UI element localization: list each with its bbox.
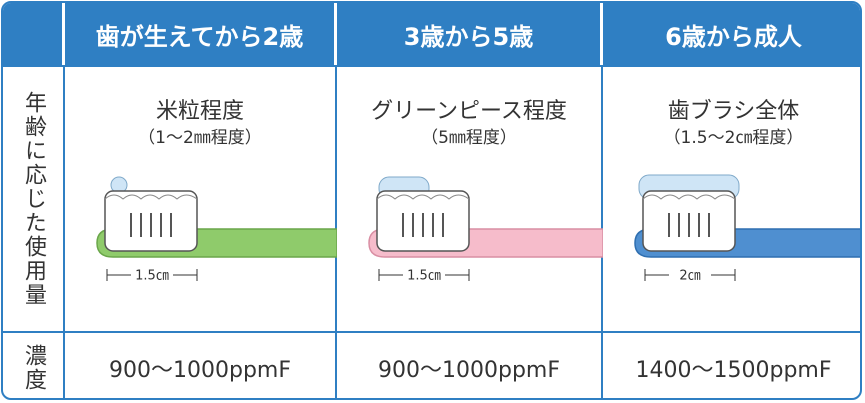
header-cell: 3歳から5歳 bbox=[337, 3, 603, 65]
toothbrush-illustration: 2㎝ bbox=[634, 174, 860, 284]
amount-cell: 歯ブラシ全体 （1.5～2㎝程度） 2㎝ bbox=[603, 65, 860, 331]
header-cell: 歯が生えてから2歳 bbox=[65, 3, 337, 65]
amount: 米粒程度 bbox=[155, 99, 244, 124]
toothbrush-illustration: 1.5㎝ bbox=[368, 176, 603, 284]
amount-cell: グリーンピース程度 （5㎜程度） 1.5㎝ bbox=[337, 65, 603, 331]
measure-label: 1.5㎝ bbox=[407, 269, 441, 284]
measure-label-bg bbox=[131, 267, 173, 283]
amount: 歯ブラシ全体 bbox=[667, 99, 800, 124]
toothbrush-illustration: 1.5㎝ bbox=[96, 176, 337, 284]
amount-cell: 米粒程度 （1～2㎜程度） 1.5㎝ bbox=[65, 65, 337, 331]
amount-detail: （5㎜程度） bbox=[421, 128, 517, 148]
bristle-tips bbox=[376, 194, 470, 200]
bristle-tips bbox=[642, 194, 736, 200]
measure-label-bg bbox=[669, 267, 711, 283]
concentration: 900～1000ppmF bbox=[337, 331, 603, 398]
row-label: 濃度 bbox=[3, 331, 65, 398]
row-label-text: 濃度 bbox=[21, 343, 46, 392]
measure-label: 1.5㎝ bbox=[135, 269, 169, 284]
bristle-tips bbox=[104, 194, 198, 200]
measure-label: 2㎝ bbox=[679, 269, 700, 284]
measure-label-bg bbox=[403, 267, 445, 283]
header-cell: 6歳から成人 bbox=[603, 3, 860, 65]
corner-cell bbox=[3, 3, 65, 65]
amount-detail: （1.5～2㎝程度） bbox=[663, 128, 804, 148]
amount: グリーンピース程度 bbox=[371, 99, 567, 124]
concentration: 900～1000ppmF bbox=[65, 331, 337, 398]
row-label: 年齢に応じた使用量 bbox=[3, 65, 65, 331]
concentration: 1400～1500ppmF bbox=[603, 331, 860, 398]
amount-detail: （1～2㎜程度） bbox=[138, 128, 262, 148]
row-label-text: 年齢に応じた使用量 bbox=[21, 91, 46, 307]
